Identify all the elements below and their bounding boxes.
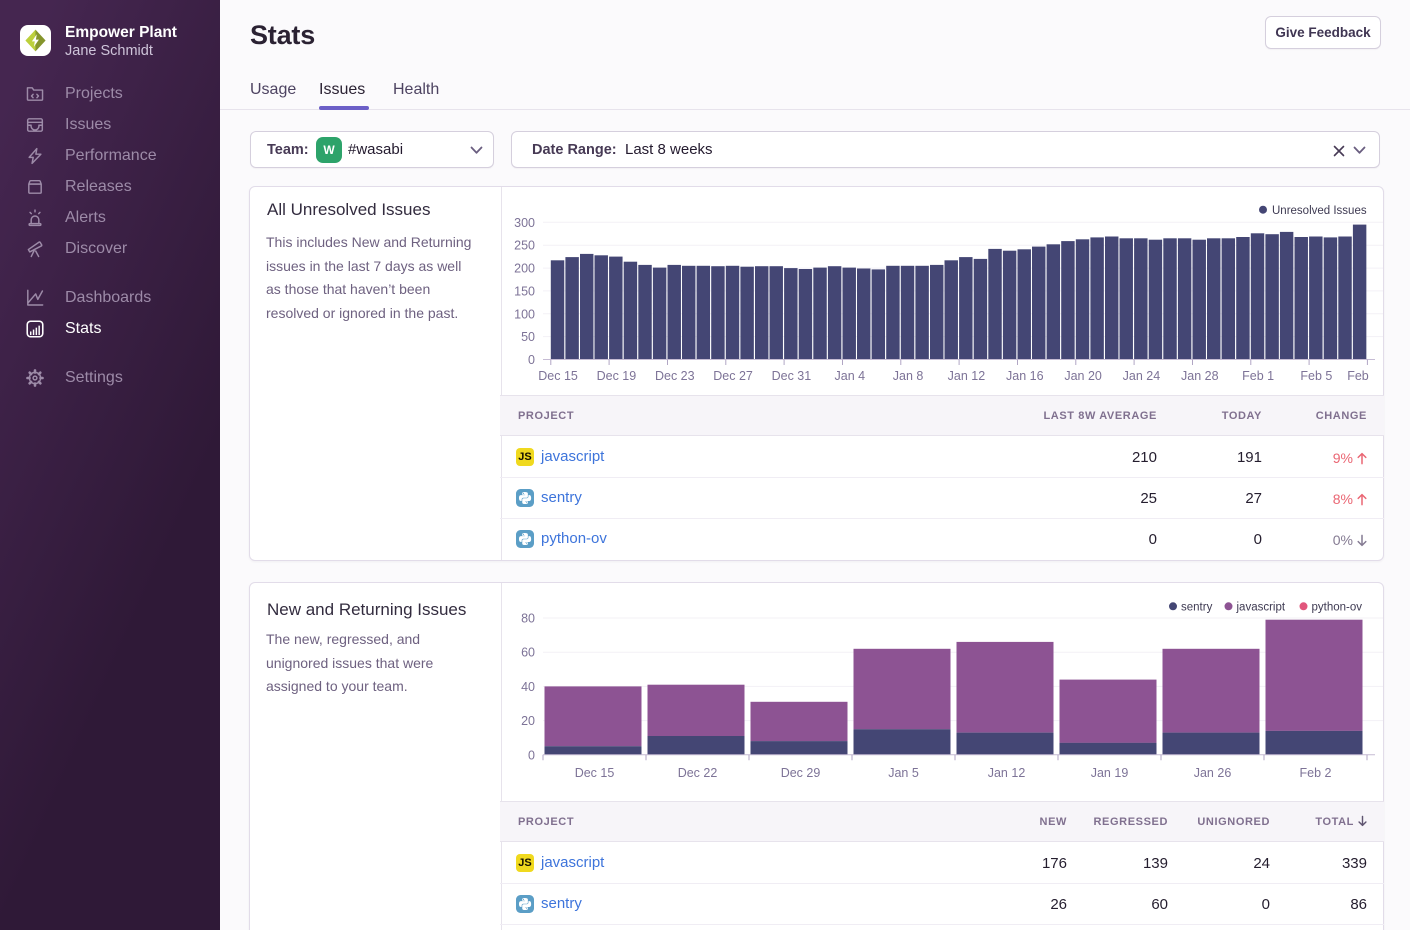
svg-text:40: 40 <box>521 680 535 694</box>
svg-text:Dec 27: Dec 27 <box>713 369 753 383</box>
svg-text:50: 50 <box>521 330 535 344</box>
svg-text:Dec 22: Dec 22 <box>678 766 718 780</box>
svg-text:sentry: sentry <box>1181 602 1213 614</box>
svg-text:20: 20 <box>521 714 535 728</box>
svg-text:Jan 26: Jan 26 <box>1194 766 1232 780</box>
svg-text:Feb 1: Feb 1 <box>1242 369 1274 383</box>
svg-text:150: 150 <box>514 284 535 298</box>
svg-text:Jan 12: Jan 12 <box>988 766 1026 780</box>
svg-text:80: 80 <box>521 612 535 626</box>
svg-text:Dec 15: Dec 15 <box>575 766 615 780</box>
svg-text:Jan 8: Jan 8 <box>893 369 924 383</box>
svg-text:Dec 23: Dec 23 <box>655 369 695 383</box>
svg-text:300: 300 <box>514 216 535 230</box>
svg-text:Jan 20: Jan 20 <box>1064 369 1102 383</box>
svg-text:0: 0 <box>528 748 535 762</box>
svg-text:Jan 4: Jan 4 <box>835 369 866 383</box>
svg-text:100: 100 <box>514 307 535 321</box>
svg-text:Jan 28: Jan 28 <box>1181 369 1219 383</box>
svg-text:Jan 19: Jan 19 <box>1091 766 1129 780</box>
svg-text:Dec 15: Dec 15 <box>538 369 578 383</box>
svg-text:javascript: javascript <box>1236 602 1286 614</box>
svg-text:250: 250 <box>514 239 535 253</box>
svg-text:Jan 12: Jan 12 <box>948 369 986 383</box>
svg-text:Feb 5: Feb 5 <box>1300 369 1332 383</box>
svg-text:60: 60 <box>521 646 535 660</box>
svg-text:Jan 5: Jan 5 <box>888 766 919 780</box>
svg-text:Unresolved Issues: Unresolved Issues <box>1272 205 1367 217</box>
svg-text:0: 0 <box>528 353 535 367</box>
svg-text:Dec 31: Dec 31 <box>772 369 812 383</box>
svg-text:python-ov: python-ov <box>1312 602 1363 614</box>
svg-text:Jan 16: Jan 16 <box>1006 369 1044 383</box>
svg-text:Dec 29: Dec 29 <box>781 766 821 780</box>
svg-text:Feb: Feb <box>1347 369 1369 383</box>
svg-text:Dec 19: Dec 19 <box>597 369 637 383</box>
svg-text:Feb 2: Feb 2 <box>1300 766 1332 780</box>
svg-text:200: 200 <box>514 262 535 276</box>
svg-text:Jan 24: Jan 24 <box>1123 369 1161 383</box>
